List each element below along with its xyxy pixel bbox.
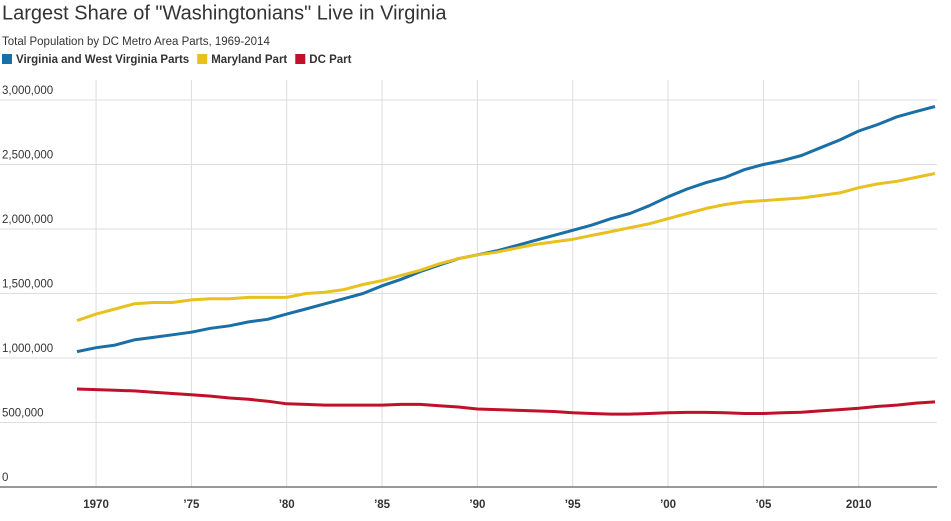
y-tick-label: 1,000,000 — [2, 343, 53, 355]
x-tick-label: 1970 — [83, 499, 109, 511]
series-line — [76, 387, 936, 416]
chart-subtitle: Total Population by DC Metro Area Parts,… — [2, 36, 270, 48]
y-tick-label: 2,500,000 — [2, 150, 53, 162]
x-tick-label: 2010 — [846, 499, 872, 511]
legend-swatch — [2, 54, 12, 64]
y-tick-label: 2,000,000 — [2, 214, 53, 226]
legend-label: DC Part — [309, 54, 351, 66]
x-tick-label: ’05 — [755, 499, 772, 511]
legend-label: Virginia and West Virginia Parts — [16, 54, 189, 66]
x-tick-label: ’75 — [183, 499, 200, 511]
legend-swatch — [295, 54, 306, 64]
x-tick-label: ’00 — [660, 499, 676, 511]
x-tick-label: ’80 — [279, 499, 295, 511]
y-tick-label: 0 — [2, 472, 8, 484]
chart-title: Largest Share of "Washingtonians" Live i… — [2, 2, 447, 24]
legend-swatch — [197, 54, 208, 64]
x-tick-label: ’85 — [374, 499, 391, 511]
series-line — [76, 172, 936, 323]
legend-label: Maryland Part — [211, 54, 287, 66]
y-tick-label: 500,000 — [2, 408, 44, 420]
y-tick-label: 1,500,000 — [2, 279, 53, 291]
y-tick-label: 3,000,000 — [2, 85, 53, 97]
x-tick-label: ’95 — [565, 499, 582, 511]
x-tick-label: ’90 — [469, 499, 485, 511]
series-line — [76, 105, 936, 354]
